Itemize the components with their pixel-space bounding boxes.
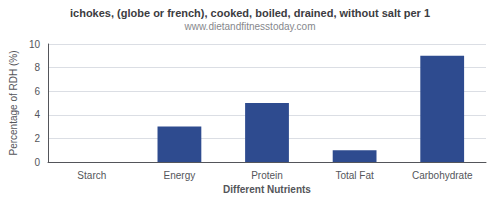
- svg-text:0: 0: [34, 157, 40, 168]
- svg-text:10: 10: [29, 39, 41, 50]
- svg-text:ichokes, (globe or french), co: ichokes, (globe or french), cooked, boil…: [70, 7, 430, 19]
- svg-text:2: 2: [34, 133, 40, 144]
- svg-text:6: 6: [34, 86, 40, 97]
- svg-text:Percentage of RDH (%): Percentage of RDH (%): [8, 50, 19, 155]
- svg-text:4: 4: [34, 109, 40, 120]
- svg-text:8: 8: [34, 62, 40, 73]
- svg-text:www.dietandfitnesstoday.com: www.dietandfitnesstoday.com: [184, 21, 316, 32]
- svg-text:Total Fat: Total Fat: [335, 170, 374, 181]
- svg-text:Carbohydrate: Carbohydrate: [412, 170, 473, 181]
- svg-text:Starch: Starch: [77, 170, 106, 181]
- svg-text:Energy: Energy: [164, 170, 196, 181]
- svg-text:Protein: Protein: [251, 170, 283, 181]
- svg-text:Different Nutrients: Different Nutrients: [223, 184, 311, 195]
